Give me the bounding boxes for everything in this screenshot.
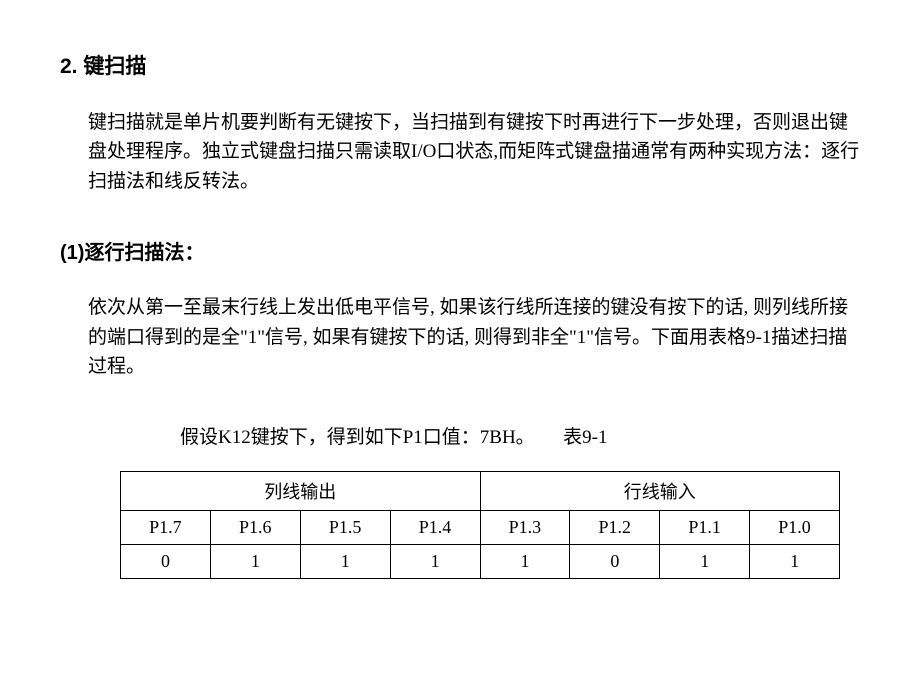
data-cell: 0 [570,544,660,578]
paragraph-2: 依次从第一至最末行线上发出低电平信号, 如果该行线所连接的键没有按下的话, 则列… [88,293,860,381]
col-header: P1.0 [750,510,840,544]
col-header: P1.6 [210,510,300,544]
data-cell: 1 [300,544,390,578]
group-header-input: 行线输入 [480,471,840,510]
data-cell: 0 [121,544,211,578]
col-header: P1.4 [390,510,480,544]
data-cell: 1 [480,544,570,578]
scan-table: 列线输出 行线输入 P1.7 P1.6 P1.5 P1.4 P1.3 P1.2 … [120,471,840,579]
paragraph-1: 键扫描就是单片机要判断有无键按下，当扫描到有键按下时再进行下一步处理，否则退出键… [88,108,860,196]
subsection-heading: (1)逐行扫描法： [60,236,860,265]
col-header: P1.5 [300,510,390,544]
group-header-output: 列线输出 [121,471,481,510]
col-header: P1.1 [660,510,750,544]
col-header: P1.2 [570,510,660,544]
table-row: 0 1 1 1 1 0 1 1 [121,544,840,578]
data-cell: 1 [750,544,840,578]
table-row: P1.7 P1.6 P1.5 P1.4 P1.3 P1.2 P1.1 P1.0 [121,510,840,544]
section-heading: 2. 键扫描 [60,50,860,80]
document-page: 2. 键扫描 键扫描就是单片机要判断有无键按下，当扫描到有键按下时再进行下一步处… [0,0,920,619]
table-caption: 假设K12键按下，得到如下P1口值：7BH。 表9-1 [180,422,860,449]
data-cell: 1 [390,544,480,578]
col-header: P1.3 [480,510,570,544]
col-header: P1.7 [121,510,211,544]
data-cell: 1 [210,544,300,578]
table-container: 列线输出 行线输入 P1.7 P1.6 P1.5 P1.4 P1.3 P1.2 … [120,471,860,579]
table-row: 列线输出 行线输入 [121,471,840,510]
data-cell: 1 [660,544,750,578]
